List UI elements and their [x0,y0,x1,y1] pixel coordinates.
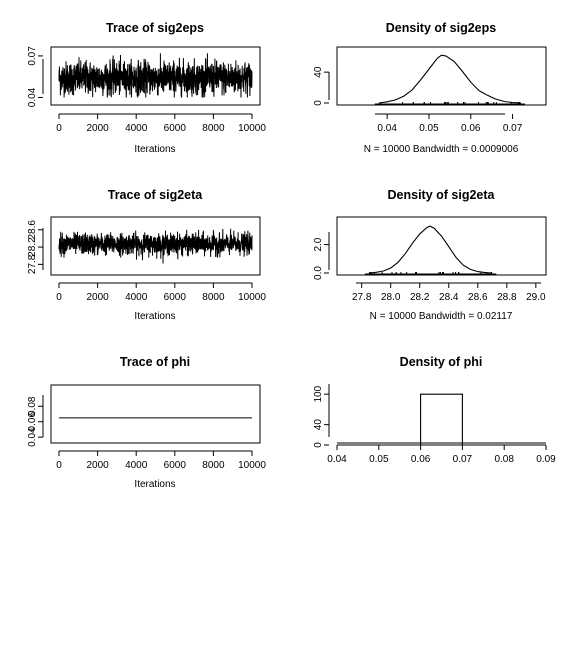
x-tick-label: 28.4 [439,292,459,303]
x-tick-label: 0.05 [369,454,389,465]
x-tick-label: 0.07 [453,454,473,465]
x-tick-label: 0.04 [327,454,347,465]
y-tick-label: 0.04 [27,87,38,107]
rug-marks [364,272,497,275]
y-ticks: 0 40 [313,66,329,106]
plot-frame [336,46,547,106]
panel-title: Density of sig2eps [386,21,496,35]
panel-title: Trace of phi [120,355,190,369]
panel-title: Trace of sig2eta [108,188,204,202]
x-tick-label: 2000 [86,292,109,303]
y-tick-label: 0.07 [27,46,38,66]
panel-density-sig2eta: Density of sig2eta 27.8 28.0 28.2 28.4 28.6 2… [313,188,547,322]
x-tick-label: 8000 [202,292,225,303]
panel-title: Density of phi [400,355,483,369]
y-tick-label: 0.08 [27,396,38,416]
density-series [378,54,521,104]
x-tick-label: 2000 [86,123,109,134]
x-axis-label: Iterations [134,311,175,322]
x-tick-label: 8000 [202,123,225,134]
plot-frame [336,216,547,276]
trace-series [58,228,253,264]
panel-trace-phi: Trace of phi 0 2000 4000 6000 8000 10000 0.04… [27,355,266,490]
x-tick-label: 8000 [202,460,225,471]
x-tick-label: 0 [56,123,62,134]
bandwidth-label: N = 10000 Bandwidth = 0.0009006 [364,144,519,155]
x-tick-label: 29.0 [526,292,546,303]
x-tick-label: 6000 [164,123,187,134]
y-ticks: 0 40 100 [313,385,329,448]
x-ticks: 0 2000 4000 6000 8000 10000 [56,451,266,471]
x-ticks: 0 2000 4000 6000 8000 10000 [56,114,266,134]
density-histogram [337,393,546,446]
x-tick-label: 0 [56,460,62,471]
bandwidth-label: N = 10000 Bandwidth = 0.02117 [370,311,513,322]
y-tick-label: 0 [313,442,324,448]
x-tick-label: 0.07 [503,123,523,134]
x-tick-label: 4000 [125,460,148,471]
x-tick-label: 10000 [238,292,266,303]
y-ticks: 0.040.060.08 [27,396,43,447]
y-tick-label: 40 [313,419,324,431]
x-tick-label: 27.8 [352,292,372,303]
y-ticks: 27.828.228.6 [27,220,43,274]
x-tick-label: 10000 [238,123,266,134]
x-axis-label: Iterations [134,144,175,155]
x-tick-label: 0.09 [536,454,556,465]
panel-title: Density of sig2eta [388,188,496,202]
x-tick-label: 28.2 [410,292,430,303]
density-curve [378,54,521,104]
y-tick-label: 0.06 [27,412,38,432]
x-ticks: 0.04 0.05 0.06 0.07 0.08 0.09 [327,445,556,465]
x-tick-label: 0.08 [494,454,514,465]
y-tick-label: 2.0 [313,237,324,251]
x-tick-label: 28.0 [381,292,401,303]
plot-frame [50,384,261,444]
density-curve [368,225,493,274]
x-tick-label: 4000 [125,123,148,134]
x-tick-label: 28.6 [468,292,488,303]
trace-series [58,53,253,98]
x-tick-label: 4000 [125,292,148,303]
plot-frame [50,216,261,276]
x-tick-label: 28.8 [497,292,517,303]
x-ticks: 0 2000 4000 6000 8000 10000 [56,283,266,303]
x-tick-label: 0.06 [461,123,481,134]
y-tick-label: 100 [313,385,324,402]
trace-line [58,53,253,98]
panel-density-sig2eps: Density of sig2eps 0.04 0.05 0.06 0.07 040 … [313,21,547,155]
x-tick-label: 10000 [238,460,266,471]
density-series [337,393,546,446]
x-tick-label: 0.06 [411,454,431,465]
x-tick-label: 0.05 [419,123,439,134]
panel-trace-sig2eta: Trace of sig2eta 0 2000 4000 6000 8000 10000 … [27,188,266,322]
y-tick-label: 0.0 [313,266,324,280]
y-tick-label: 0.04 [27,427,38,447]
y-ticks: 0.04 0.07 [27,46,43,107]
y-tick-label: 0 [313,100,324,106]
x-ticks: 0.04 0.05 0.06 0.07 [377,114,523,134]
y-tick-label: 28.2 [27,237,38,257]
panel-title: Trace of sig2eps [106,21,204,35]
x-tick-label: 6000 [164,292,187,303]
density-series [368,225,493,274]
x-tick-label: 2000 [86,460,109,471]
rug-marks [374,102,525,105]
y-ticks: 0.0 2.0 [313,237,329,280]
x-axis-label: Iterations [134,479,175,490]
panel-trace-sig2eps: Trace of sig2eps 0 2000 4000 6000 8000 10000 … [27,21,266,155]
y-tick-label: 40 [313,66,324,78]
x-tick-label: 0 [56,292,62,303]
plot-frame [50,46,261,106]
x-tick-label: 6000 [164,460,187,471]
trace-line [58,228,253,264]
y-tick-label: 28.6 [27,220,38,240]
panel-density-phi: Density of phi 0.04 0.05 0.06 0.07 0.08 0.09 … [313,355,556,465]
x-tick-label: 0.04 [377,123,397,134]
x-ticks: 27.8 28.0 28.2 28.4 28.6 28.8 29.0 [352,283,546,303]
y-tick-label: 27.8 [27,254,38,274]
